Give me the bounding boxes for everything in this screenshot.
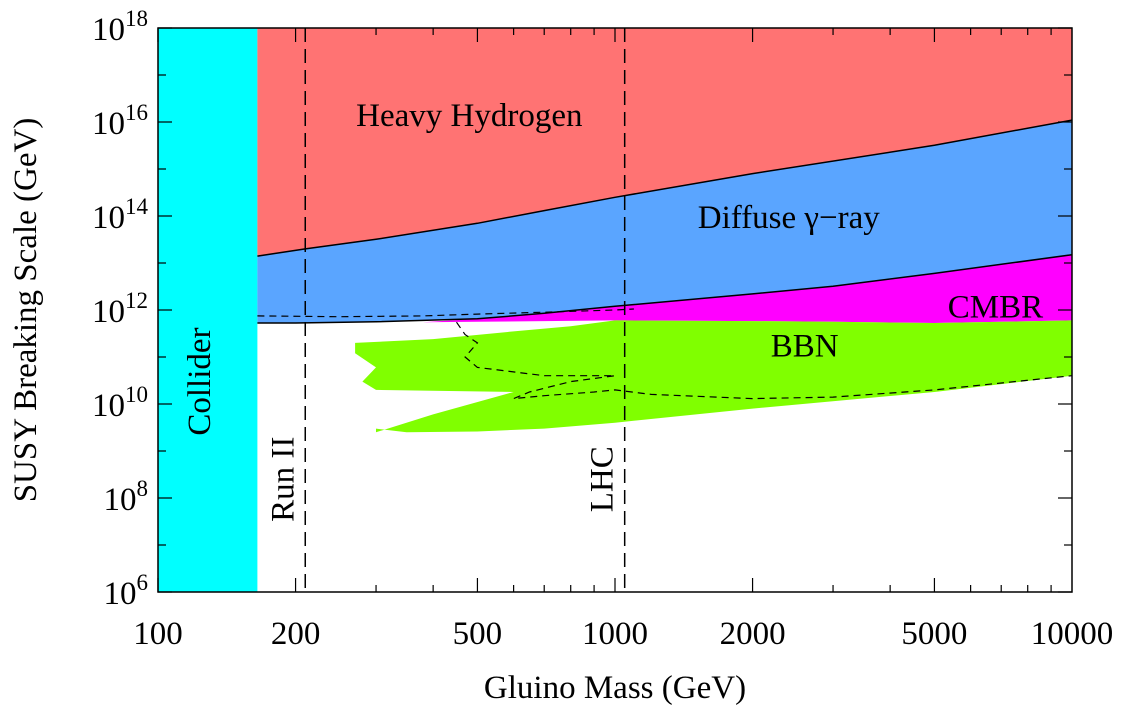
region-label-diffuse-ray: Diffuse γ−ray — [698, 200, 880, 236]
x-axis-title: Gluino Mass (GeV) — [484, 670, 746, 706]
x-tick-label: 2000 — [720, 616, 786, 652]
region-label-bbn: BBN — [771, 328, 839, 364]
x-tick-label: 5000 — [901, 616, 967, 652]
x-tick-label: 100 — [133, 616, 183, 652]
y-tick-label: 1014 — [92, 194, 149, 236]
y-tick-label: 108 — [104, 476, 149, 518]
region-label-cmbr: CMBR — [948, 290, 1043, 326]
y-tick-label: 1018 — [92, 6, 148, 48]
x-tick-label: 200 — [271, 616, 321, 652]
dashed-boundary-2 — [257, 308, 634, 318]
plot-frame — [157, 27, 1073, 593]
x-tick-label: 10000 — [1031, 616, 1114, 652]
solid-boundary-0 — [257, 119, 1072, 257]
x-tick-label: 500 — [453, 616, 503, 652]
solid-boundary-1 — [257, 253, 1072, 324]
y-tick-label: 1010 — [92, 382, 148, 424]
reference-label-run-ii: Run II — [265, 437, 301, 522]
reference-label-lhc: LHC — [585, 446, 621, 512]
y-axis-title: SUSY Breaking Scale (GeV) — [8, 118, 44, 503]
y-tick-label: 1012 — [92, 288, 148, 330]
y-tick-label: 1016 — [92, 100, 148, 142]
x-tick-label: 1000 — [582, 616, 648, 652]
region-heavy-hydrogen — [257, 28, 1072, 257]
region-bbn — [355, 320, 1072, 433]
region-cmbr — [423, 254, 1072, 323]
region-diffuse-ray — [257, 120, 1072, 323]
region-label-heavy-hydrogen: Heavy Hydrogen — [356, 98, 582, 134]
y-tick-label: 106 — [104, 570, 149, 612]
region-collider — [158, 28, 258, 592]
region-label-collider: Collider — [182, 327, 218, 435]
